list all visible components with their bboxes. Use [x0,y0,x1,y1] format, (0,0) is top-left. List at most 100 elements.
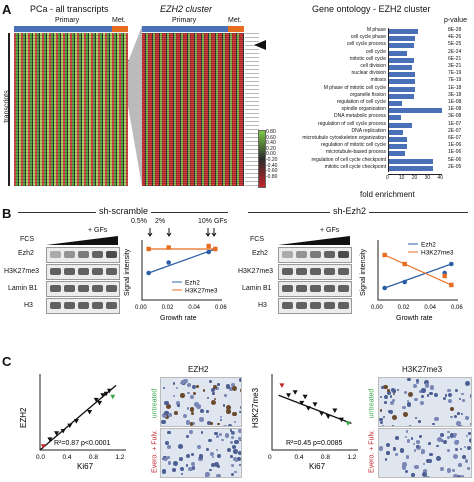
nucleus-dot [392,447,396,450]
nucleus-dot [188,466,193,472]
pvalue-header: p-value [444,17,467,24]
blot-band [92,251,103,258]
go-pvalue: 3E-21 [448,63,462,69]
nucleus-dot [225,405,231,411]
nucleus-dot [383,394,389,400]
nucleus-dot [185,434,189,438]
nucleus-dot [408,392,413,397]
nucleus-dot [216,454,221,459]
nucleus-dot [392,389,396,393]
go-bar [388,158,433,164]
nucleus-dot [379,420,383,425]
heatmap-ezh2-title: EZH2 cluster [160,4,213,14]
panel-b-label: B [2,206,12,221]
go-xlabel: fold enrichment [360,190,415,199]
go-bar [388,165,433,171]
blot2-row-lamin [278,281,352,297]
nucleus-dot [402,412,408,418]
nucleus-dot [425,459,430,464]
scatter-point [305,406,311,411]
nucleus-dot [232,411,238,417]
go-bar [388,151,405,157]
nucleus-dot [406,439,410,443]
nucleus-dot [232,386,238,392]
y-axis-label: Signal intensity [360,248,367,296]
blot1-label-h3: H3 [24,302,33,309]
y-axis-label: Signal intensity [124,248,131,296]
x-tick: 0.4 [62,454,71,461]
nucleus-dot [185,420,191,425]
scatter-point [73,419,79,424]
nucleus-dot [447,398,453,404]
blot-band [50,285,61,292]
nucleus-dot [436,444,439,448]
ezh2-image-title: EZH2 [188,365,209,374]
untreated-label-1: untreated [151,388,159,419]
go-pvalue: 5E-06 [448,156,462,163]
nucleus-dot [417,420,421,423]
nucleus-dot [461,392,464,396]
nucleus-dot [191,461,196,466]
go-pvalue: 7E-19 [448,70,462,77]
nucleus-dot [175,386,179,389]
nucleus-dot [381,424,385,426]
nucleus-dot [429,385,435,390]
blot2-label-h3: H3 [258,302,267,309]
go-term-label: spindle organization [341,106,386,113]
nucleus-dot [380,385,385,390]
nucleus-dot [461,399,465,402]
x-tick: 0.06 [215,305,227,311]
blot2-label-lamin: Lamin B1 [242,285,272,292]
blot-band [64,251,75,258]
go-pvalue: 3E-18 [448,91,462,98]
blot-band [78,285,89,292]
y-axis-label: H3K27me3 [251,387,260,428]
go-bar [388,57,414,63]
scatter-point [286,393,292,398]
nucleus-dot [166,404,172,410]
fcs-wedge-1 [46,236,118,245]
nucleus-dot [192,391,197,396]
stat-label: R²=0.87 p<0.0001 [54,440,111,447]
nucleus-dot [414,416,418,420]
nucleus-dot [469,422,471,425]
regression-line [278,394,352,425]
nucleus-dot [221,438,224,442]
nucleus-dot [436,455,442,461]
nucleus-dot [399,447,405,453]
nucleus-dot [452,454,458,460]
go-bar [388,122,413,128]
nucleus-dot [467,467,470,470]
nucleus-dot [420,449,426,455]
nucleus-dot [189,407,195,412]
nucleus-dot [219,416,222,419]
nucleus-dot [464,445,467,449]
nucleus-dot [196,444,202,450]
ihc-h3k27-untreated [378,377,472,427]
x-tick: 0.02 [162,305,174,311]
go-term-label: regulation of cell cycle process [317,120,386,127]
go-bar [388,129,404,135]
nucleus-dot [179,466,184,471]
nucleus-dot [222,424,228,426]
met-label-2: Met. [228,17,242,24]
blot2-label-ezh2: Ezh2 [252,250,268,257]
go-term-label: cell cycle process [346,41,386,48]
nucleus-dot [231,444,236,449]
scatter-point [93,397,99,403]
nucleus-dot [237,450,241,455]
nucleus-dot [233,449,238,454]
blot1-row-lamin [46,281,120,297]
nucleus-dot [420,394,424,398]
go-bar [388,65,413,70]
nucleus-dot [396,388,400,392]
nucleus-dot [465,434,469,438]
scatter-ezh2-ki67: 0.0 0.4 0.8 1.2 Ki67 EZH2 R²=0.87 p<0.0001 [19,374,126,471]
go-bar [388,29,418,34]
nucleus-dot [421,472,427,477]
nucleus-dot [163,387,166,390]
nucleus-dot [183,378,188,384]
nucleus-dot [410,437,414,440]
blot-band [50,302,61,309]
nucleus-dot [185,453,190,458]
